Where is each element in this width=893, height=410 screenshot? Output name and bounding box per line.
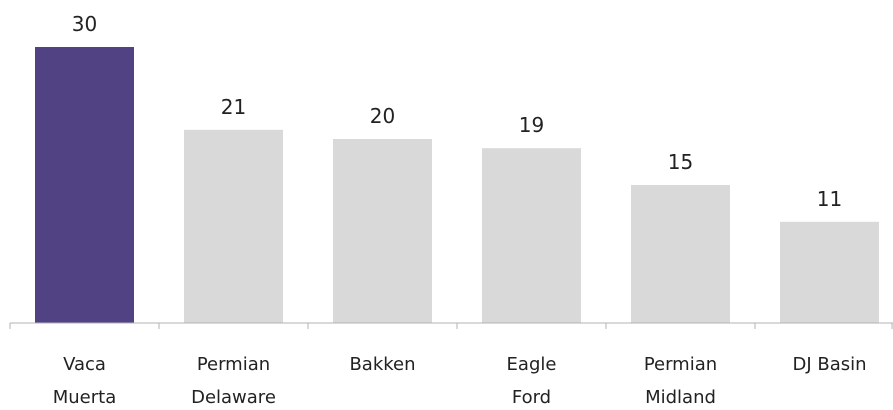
value-label-permian-midland: 15	[668, 150, 693, 174]
category-label-line: Vaca	[63, 354, 106, 375]
value-label-bakken: 20	[370, 104, 395, 128]
x-axis-labels-group: Vaca Muerta Permian Delaware Bakken Eagle Ford…	[53, 354, 867, 408]
category-label-line: Delaware	[191, 387, 276, 408]
bar-permian-delaware	[184, 129, 283, 323]
bar-dj-basin	[780, 221, 879, 323]
x-axis-ticks-group	[9, 323, 893, 329]
category-label-permian-delaware: Permian Delaware	[191, 354, 276, 408]
category-label-line: Eagle	[507, 354, 557, 375]
category-label-bakken: Bakken	[349, 354, 415, 375]
category-label-line: DJ Basin	[792, 354, 866, 375]
bars-group	[35, 47, 879, 323]
category-label-vaca-muerta: Vaca Muerta	[53, 354, 117, 408]
category-label-line: Muerta	[53, 387, 117, 408]
bar-permian-midland	[631, 185, 730, 323]
value-label-vaca-muerta: 30	[72, 12, 97, 36]
value-labels-group: 30 21 20 19 15 11	[72, 12, 842, 211]
category-label-line: Bakken	[349, 354, 415, 375]
bar-bakken	[333, 139, 432, 323]
value-label-eagle-ford: 19	[519, 113, 544, 137]
value-label-dj-basin: 11	[817, 187, 842, 211]
category-label-permian-midland: Permian Midland	[644, 354, 717, 408]
category-label-line: Ford	[512, 387, 551, 408]
value-label-permian-delaware: 21	[221, 95, 246, 119]
category-label-line: Permian	[197, 354, 270, 375]
category-label-line: Permian	[644, 354, 717, 375]
bar-eagle-ford	[482, 148, 581, 323]
category-label-line: Midland	[645, 387, 716, 408]
category-label-eagle-ford: Eagle Ford	[507, 354, 557, 408]
bar-vaca-muerta	[35, 47, 134, 323]
category-label-dj-basin: DJ Basin	[792, 354, 866, 375]
